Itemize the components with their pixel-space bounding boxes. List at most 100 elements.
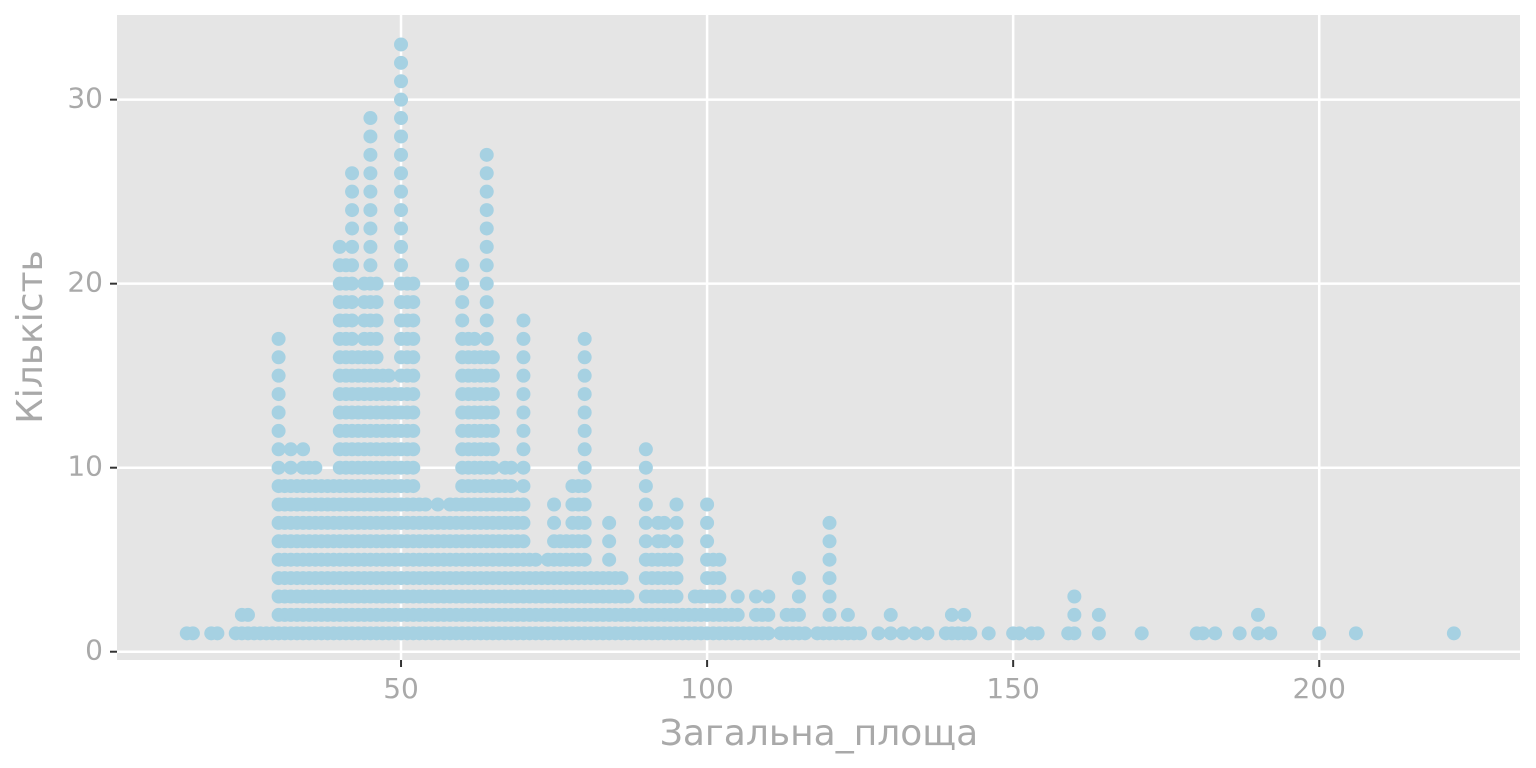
point: [406, 387, 421, 402]
point: [577, 423, 592, 438]
point: [1091, 626, 1106, 641]
point: [185, 626, 200, 641]
point: [479, 203, 494, 218]
point: [761, 626, 776, 641]
point: [394, 203, 409, 218]
point: [577, 515, 592, 530]
x-tick-label: 50: [383, 672, 419, 705]
point: [871, 626, 886, 641]
point: [345, 239, 360, 254]
point: [394, 184, 409, 199]
point: [614, 571, 629, 586]
point: [1067, 607, 1082, 622]
point: [479, 313, 494, 328]
point: [394, 92, 409, 107]
point: [271, 423, 286, 438]
point: [822, 534, 837, 549]
point: [406, 405, 421, 420]
point: [485, 405, 500, 420]
point: [345, 166, 360, 181]
point: [406, 368, 421, 383]
point: [577, 460, 592, 475]
point: [638, 515, 653, 530]
y-tick-label: 30: [67, 82, 103, 115]
point: [394, 37, 409, 52]
point: [516, 387, 531, 402]
point: [547, 515, 562, 530]
point: [308, 460, 323, 475]
point: [516, 460, 531, 475]
point: [712, 552, 727, 567]
point: [504, 460, 519, 475]
point: [394, 221, 409, 236]
point: [479, 258, 494, 273]
point: [1251, 626, 1266, 641]
point: [822, 515, 837, 530]
point: [1012, 626, 1027, 641]
point: [394, 55, 409, 70]
point: [577, 442, 592, 457]
point: [669, 589, 684, 604]
point: [712, 589, 727, 604]
point: [638, 479, 653, 494]
point: [394, 258, 409, 273]
point: [345, 203, 360, 218]
point: [822, 589, 837, 604]
point: [669, 571, 684, 586]
point: [638, 442, 653, 457]
point: [479, 276, 494, 291]
point: [406, 442, 421, 457]
point: [363, 203, 378, 218]
point: [394, 74, 409, 89]
point: [1030, 626, 1045, 641]
point: [963, 626, 978, 641]
point: [418, 497, 433, 512]
point: [957, 607, 972, 622]
point: [577, 387, 592, 402]
point: [332, 239, 347, 254]
point: [761, 607, 776, 622]
point: [479, 221, 494, 236]
point: [516, 405, 531, 420]
point: [730, 607, 745, 622]
point: [406, 423, 421, 438]
point: [669, 534, 684, 549]
point: [577, 497, 592, 512]
point: [657, 534, 672, 549]
point: [657, 515, 672, 530]
point: [516, 368, 531, 383]
point: [430, 497, 445, 512]
point: [406, 460, 421, 475]
point: [822, 571, 837, 586]
point: [1091, 607, 1106, 622]
point: [1067, 626, 1082, 641]
point: [1348, 626, 1363, 641]
point: [577, 479, 592, 494]
point: [516, 479, 531, 494]
point: [479, 239, 494, 254]
point: [895, 626, 910, 641]
point: [602, 552, 617, 567]
x-tick-label: 200: [1292, 672, 1345, 705]
point: [981, 626, 996, 641]
point: [394, 111, 409, 126]
point: [406, 331, 421, 346]
point: [363, 111, 378, 126]
point: [363, 239, 378, 254]
point: [406, 313, 421, 328]
point: [638, 497, 653, 512]
point: [577, 368, 592, 383]
point: [602, 515, 617, 530]
point: [485, 387, 500, 402]
point: [210, 626, 225, 641]
point: [406, 276, 421, 291]
point: [577, 534, 592, 549]
point: [296, 442, 311, 457]
point: [363, 221, 378, 236]
point: [516, 313, 531, 328]
point: [577, 331, 592, 346]
point: [1195, 626, 1210, 641]
point: [394, 166, 409, 181]
point: [345, 276, 360, 291]
